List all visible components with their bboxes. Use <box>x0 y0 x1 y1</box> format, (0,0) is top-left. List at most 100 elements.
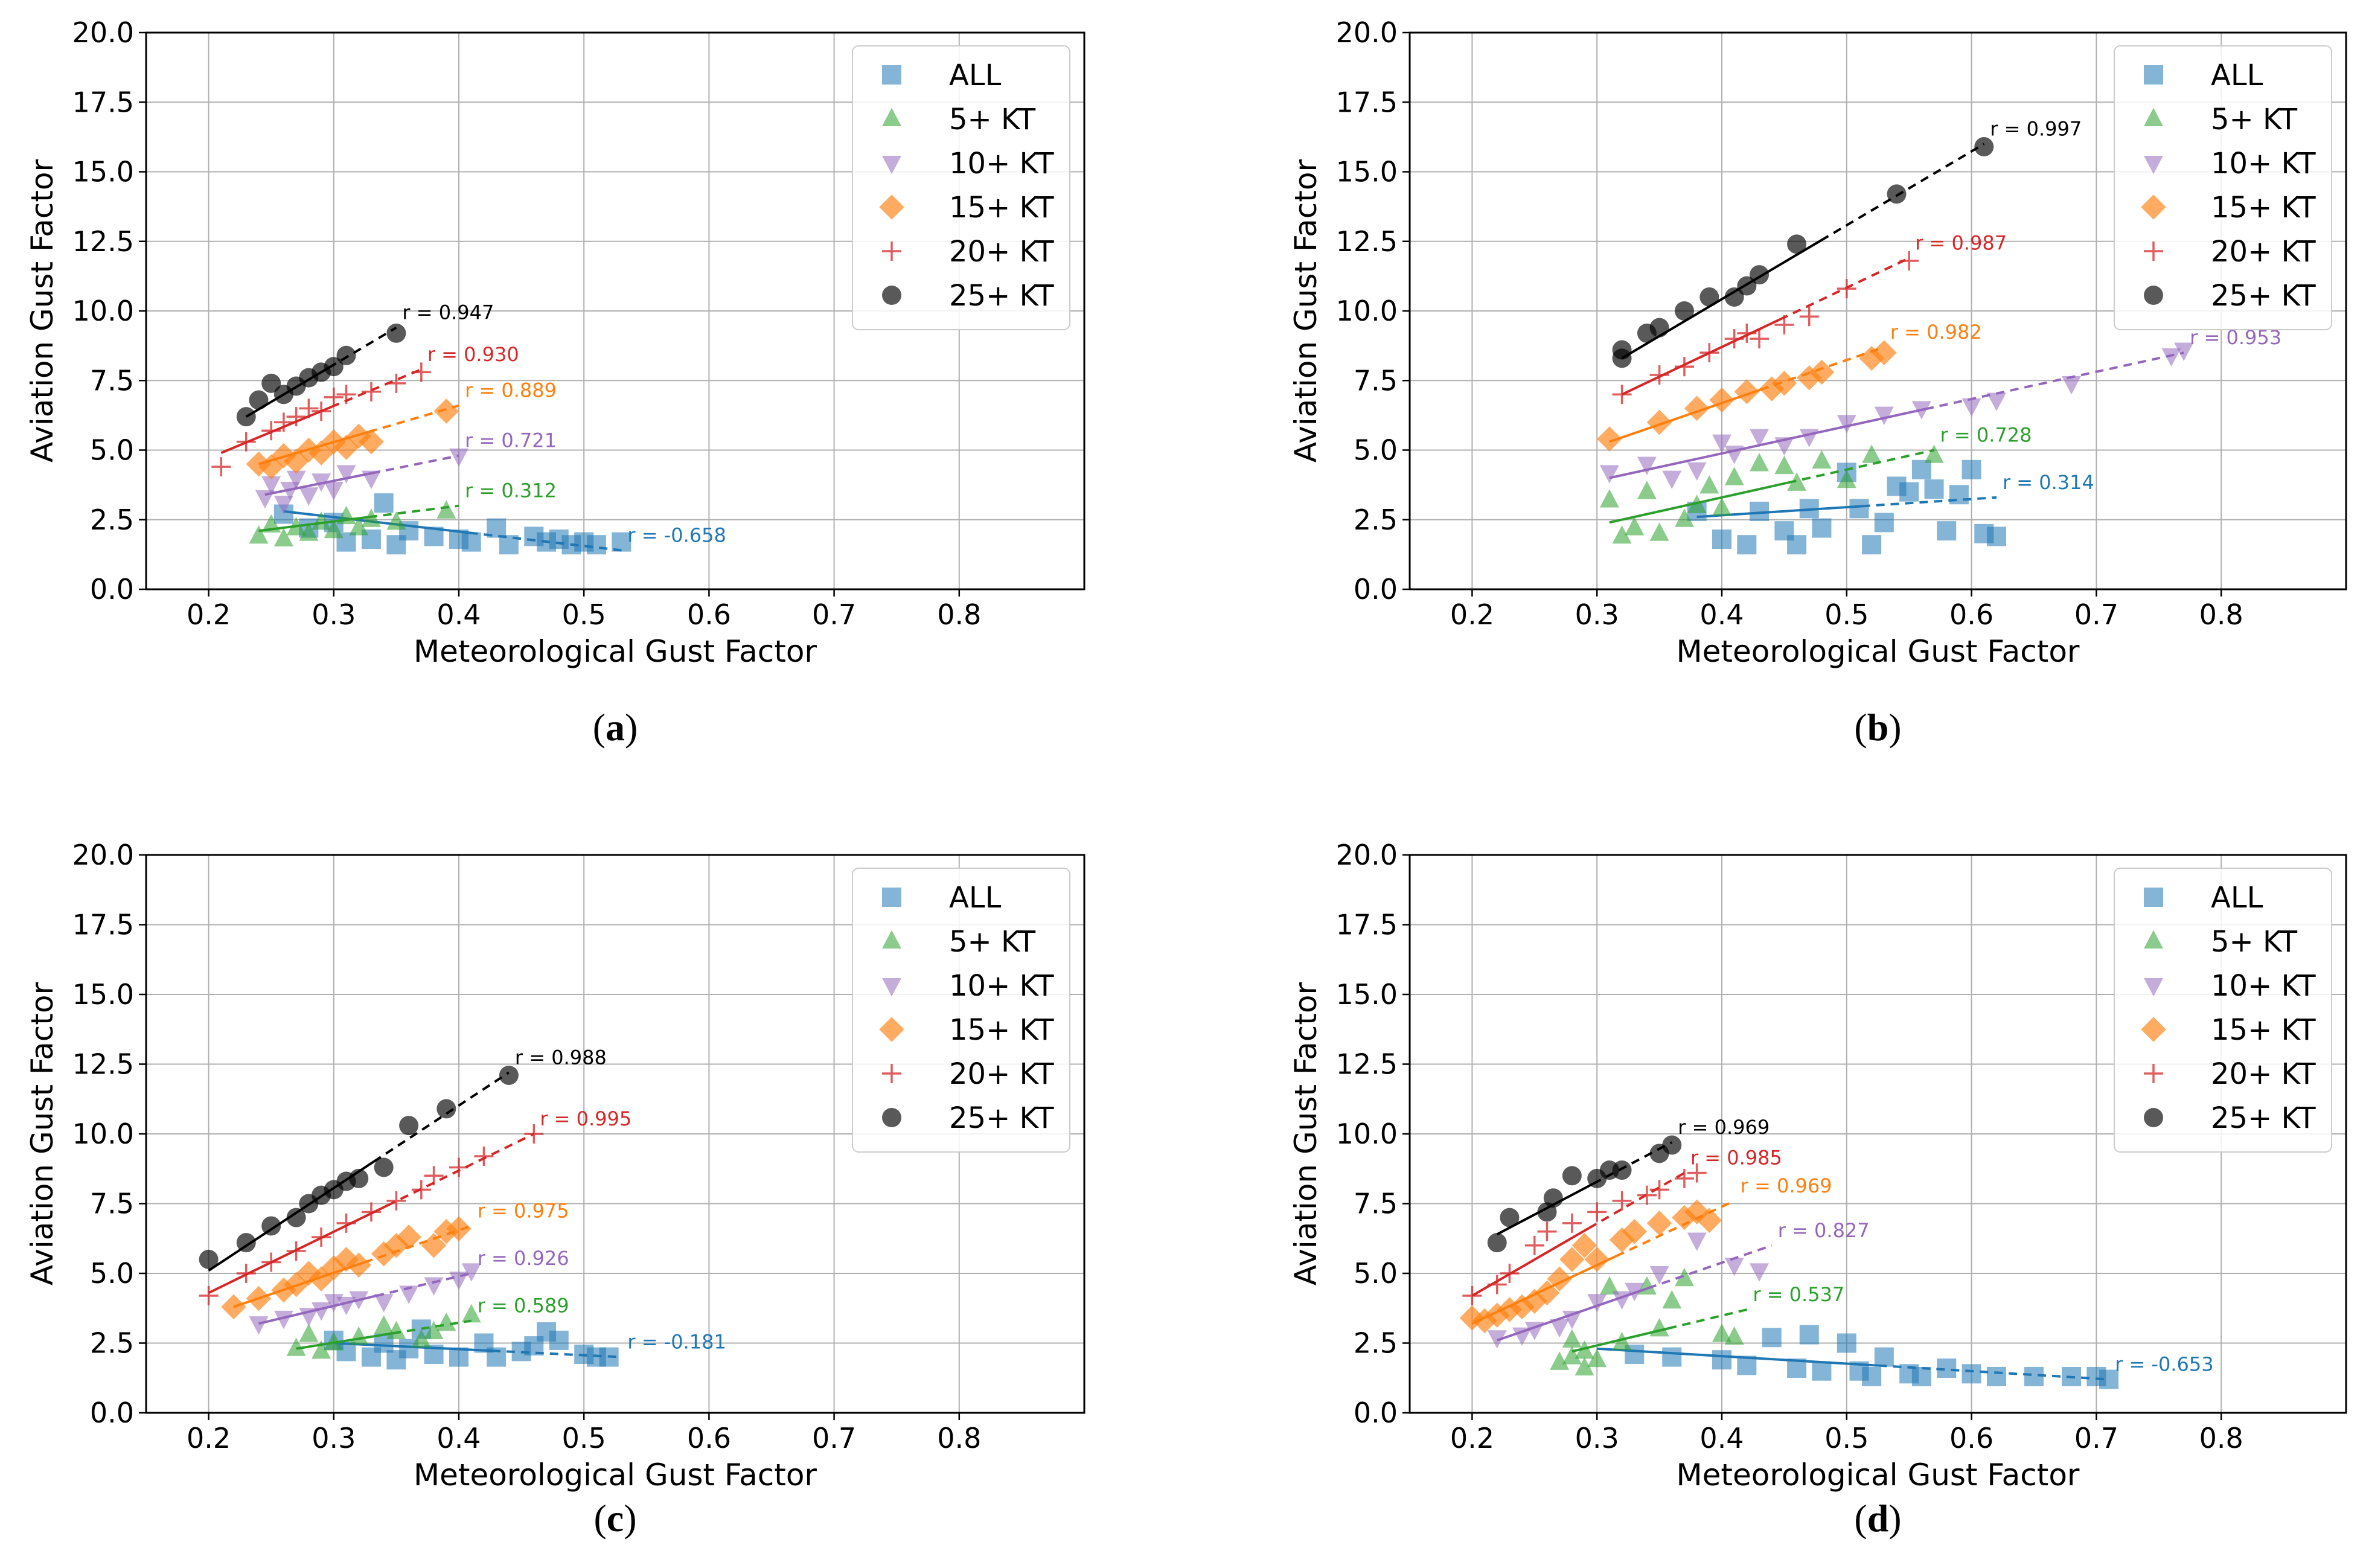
r-value-label: r = 0.997 <box>1990 117 2082 140</box>
data-point <box>1674 357 1694 377</box>
r-value-label: r = 0.982 <box>1890 321 1982 344</box>
data-point <box>1662 1347 1682 1367</box>
r-value-label: r = 0.995 <box>540 1107 631 1130</box>
data-point <box>249 525 269 544</box>
data-point <box>1837 415 1856 434</box>
legend-marker <box>2141 1017 2166 1042</box>
axes-frame <box>145 31 1085 590</box>
legend-label: 10+ KT <box>2211 969 2316 1003</box>
y-tick-label: 5.0 <box>90 434 134 467</box>
legend-label: 5+ KT <box>2211 103 2298 136</box>
data-point <box>424 1320 444 1340</box>
legend-label: 20+ KT <box>2211 1057 2316 1091</box>
fit-line <box>258 1294 376 1325</box>
legend-marker <box>2144 156 2163 174</box>
data-point <box>1637 481 1657 499</box>
x-axis-label: Meteorological Gust Factor <box>414 634 817 669</box>
fit-line <box>1471 1255 1617 1325</box>
r-value-label: r = -0.653 <box>2115 1353 2213 1376</box>
data-layer: r = -0.658 r = 0.312 r = 0.721 r = 0.889 r =… <box>211 301 726 555</box>
legend: ALL 5+ KT 10+ KT 15+ KT 20+ KT 25+ KT <box>852 45 1070 330</box>
data-point <box>261 476 281 495</box>
data-point <box>1750 429 1770 447</box>
y-tick-label: 7.5 <box>1354 364 1398 397</box>
data-point <box>1649 365 1669 385</box>
data-point <box>386 511 406 530</box>
data-point <box>324 357 344 377</box>
y-tick-label: 15.0 <box>72 978 134 1011</box>
legend-box <box>2114 45 2332 330</box>
data-point <box>273 412 293 432</box>
data-point <box>1812 518 1832 538</box>
data-point <box>1809 359 1835 385</box>
legend-box <box>852 868 1070 1153</box>
panel-caption: (c) <box>593 1497 636 1540</box>
r-value-label: r = 0.975 <box>478 1199 569 1222</box>
data-point <box>1872 340 1897 365</box>
y-tick-label: 20.0 <box>1336 839 1398 871</box>
data-point <box>336 1296 356 1316</box>
axes-frame <box>1408 854 2347 1414</box>
fit-line-extension <box>363 1224 472 1264</box>
data-point <box>449 448 468 467</box>
legend-marker <box>2144 286 2163 305</box>
data-point <box>1874 406 1894 425</box>
data-point <box>1724 467 1744 485</box>
x-tick-label: 0.8 <box>2199 1422 2243 1454</box>
data-point <box>1712 1350 1731 1370</box>
data-point <box>549 1330 569 1350</box>
data-point <box>299 1323 319 1342</box>
data-point <box>586 535 606 555</box>
data-point <box>312 511 331 530</box>
legend-label: 10+ KT <box>949 147 1054 181</box>
x-tick-label: 0.6 <box>687 598 731 631</box>
data-point <box>321 1255 347 1281</box>
legend-label: 20+ KT <box>949 1057 1054 1091</box>
fit-line <box>1496 1182 1594 1236</box>
fit-line <box>264 472 372 496</box>
fit-line-extension <box>1861 496 1997 508</box>
fit-line <box>296 1332 393 1350</box>
data-point <box>1674 1168 1694 1188</box>
data-point <box>1962 398 1981 417</box>
data-point <box>1512 1327 1532 1346</box>
data-point <box>1699 475 1719 494</box>
fit-line-extension <box>1588 1171 1685 1229</box>
legend-marker <box>2144 888 2163 907</box>
data-point <box>1571 1233 1597 1258</box>
data-point <box>349 1326 369 1345</box>
data-point <box>1500 1208 1520 1227</box>
data-point <box>2174 342 2194 361</box>
x-tick-label: 0.5 <box>1824 1422 1869 1454</box>
data-point <box>286 1208 306 1227</box>
data-point <box>1787 535 1807 555</box>
legend-box <box>852 45 1070 330</box>
chart-panel-d: 0.2 0.3 0.4 0.5 0.6 0.7 0.8 0.0 2.5 5.0 7.5 10.0 12.… <box>1288 839 2347 1540</box>
y-tick-label: 2.5 <box>1354 504 1398 536</box>
legend-marker <box>882 978 901 997</box>
fit-line-extension <box>1925 351 2184 411</box>
fit-line-extension <box>1667 1308 1747 1330</box>
series-all: r = -0.653 <box>1597 1325 2214 1389</box>
series-25plus-kt: r = 0.997 <box>1612 117 2082 368</box>
data-point <box>399 1116 419 1136</box>
fit-line-extension <box>328 326 397 369</box>
data-point <box>461 532 481 552</box>
series-5plus-kt: r = 0.589 <box>286 1294 569 1359</box>
fit-line-extension <box>375 1272 472 1298</box>
data-point <box>461 1304 481 1323</box>
y-tick-label: 10.0 <box>72 295 134 327</box>
data-point <box>359 429 384 455</box>
data-point <box>374 1294 394 1313</box>
r-value-label: r = 0.988 <box>515 1046 607 1069</box>
r-value-label: r = 0.721 <box>465 429 557 452</box>
data-point <box>449 1157 468 1177</box>
x-tick-label: 0.7 <box>2074 1422 2118 1454</box>
series-20plus-kt: r = 0.987 <box>1612 231 2007 405</box>
data-point <box>1699 287 1719 307</box>
r-value-label: r = 0.985 <box>1690 1147 1782 1170</box>
data-point <box>399 1285 419 1304</box>
data-point <box>1924 444 1944 463</box>
y-tick-label: 17.5 <box>72 86 134 118</box>
